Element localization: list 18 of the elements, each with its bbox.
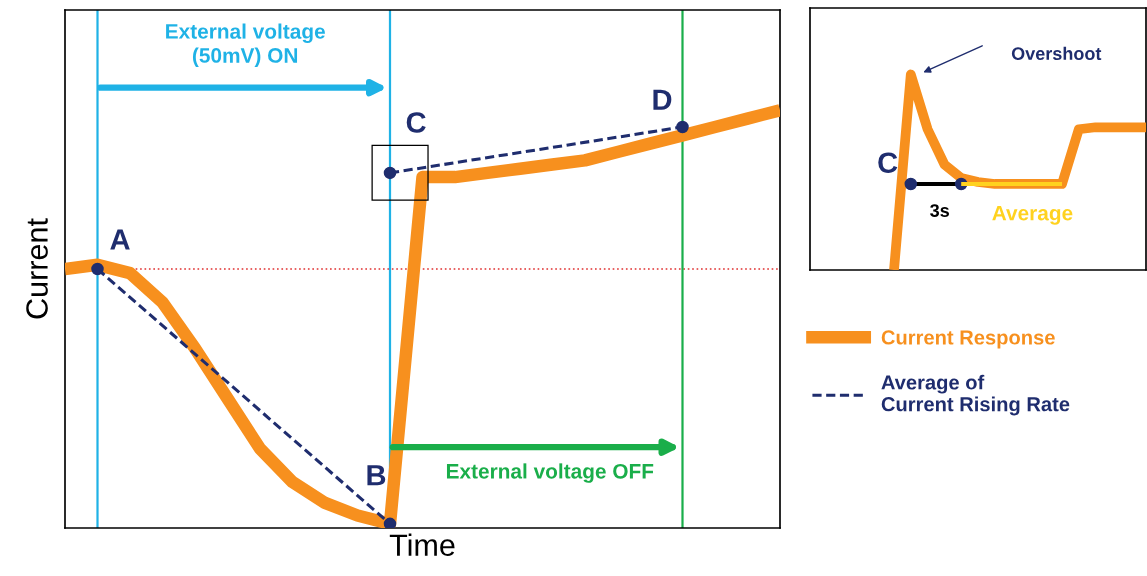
text: External voltage (50mV) ON [166, 23, 325, 67]
annotation: A [110, 229, 130, 250]
legend-label: Current Response [881, 330, 1055, 349]
annotation: 3s [930, 204, 949, 217]
annotation: B [367, 465, 386, 486]
text: Overshoot [1011, 46, 1102, 61]
annotation: C [406, 112, 426, 133]
text: D [653, 89, 672, 110]
point [383, 517, 397, 528]
annotation: C [878, 152, 898, 174]
point [676, 120, 689, 134]
y-axis-title: Current [26, 218, 48, 319]
legend-label: Average of Current Rising Rate [881, 374, 1070, 416]
point [383, 166, 397, 180]
point [91, 262, 104, 276]
annotation: External voltage OFF [446, 463, 654, 483]
x-axis-title: Time [389, 533, 455, 556]
series-label: Average [992, 205, 1073, 225]
